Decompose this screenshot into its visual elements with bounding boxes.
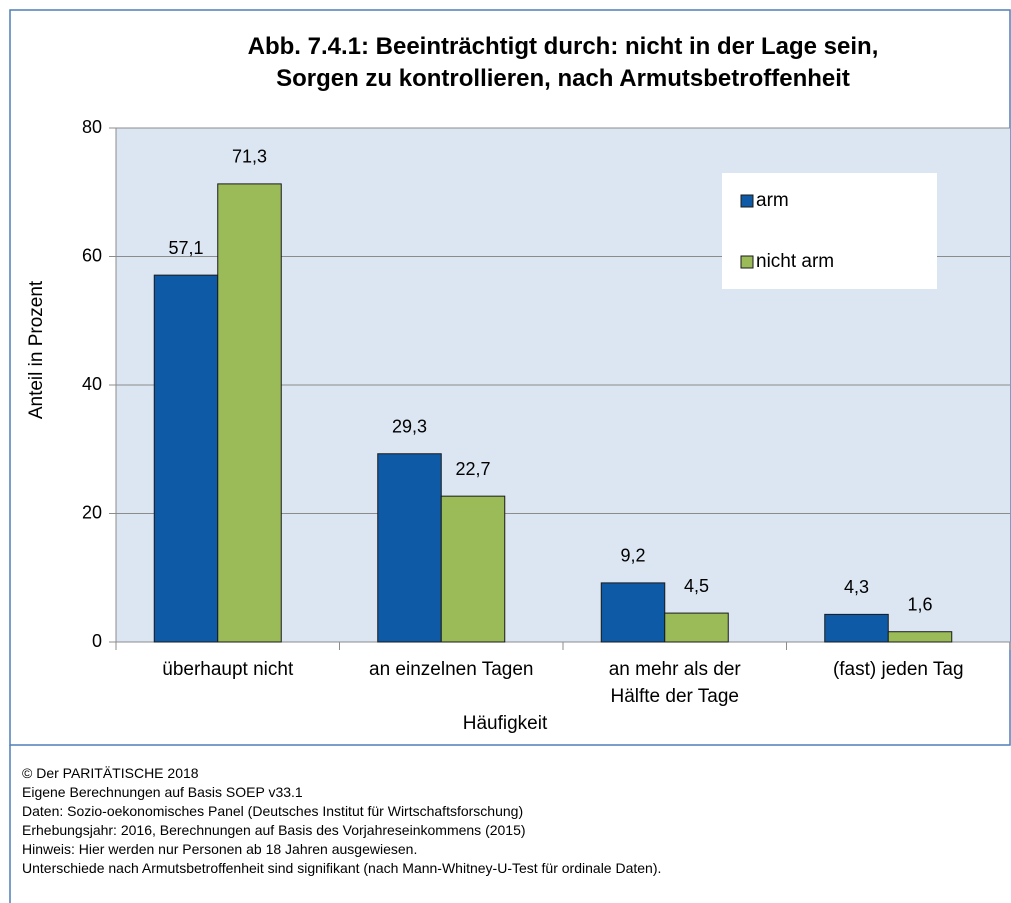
legend-swatch xyxy=(740,255,754,269)
data-label: 4,3 xyxy=(844,577,869,597)
y-tick-label: 0 xyxy=(92,631,102,651)
x-tick-label: an mehr als der Hälfte der Tage xyxy=(609,659,742,707)
data-label: 22,7 xyxy=(455,459,490,479)
y-tick-label: 80 xyxy=(82,117,102,137)
note: Hinweis: Hier werden nur Personen ab 18 … xyxy=(22,841,417,857)
data-label: 71,3 xyxy=(232,147,267,167)
bar xyxy=(887,631,953,643)
y-axis-label: Anteil in Prozent xyxy=(26,280,47,419)
x-tick-label: (fast) jeden Tag xyxy=(833,659,964,680)
data-label: 1,6 xyxy=(907,594,932,614)
note: Unterschiede nach Armutsbetroffenheit si… xyxy=(22,860,661,876)
x-axis-label: Häufigkeit xyxy=(463,713,548,734)
bar xyxy=(824,613,889,643)
y-tick-label: 40 xyxy=(82,374,102,394)
legend-label: nicht arm xyxy=(756,251,834,272)
bar xyxy=(600,582,666,643)
data-label: 4,5 xyxy=(684,576,709,596)
bar xyxy=(217,183,282,643)
legend xyxy=(722,173,937,289)
note: Eigene Berechnungen auf Basis SOEP v33.1 xyxy=(22,784,303,800)
bar xyxy=(377,453,442,643)
y-tick-label: 60 xyxy=(82,245,102,265)
legend-label: arm xyxy=(756,190,789,211)
note: Erhebungsjahr: 2016, Berechnungen auf Ba… xyxy=(22,822,526,838)
note: © Der PARITÄTISCHE 2018 xyxy=(22,765,199,781)
note: Daten: Sozio-oekonomisches Panel (Deutsc… xyxy=(22,803,523,819)
bar xyxy=(153,274,219,643)
data-label: 29,3 xyxy=(392,416,427,436)
bar xyxy=(664,612,729,643)
data-label: 9,2 xyxy=(620,546,645,566)
data-label: 57,1 xyxy=(168,238,203,258)
x-tick-label: überhaupt nicht xyxy=(162,659,294,680)
chart-title: Abb. 7.4.1: Beeinträchtigt durch: nicht … xyxy=(248,33,879,92)
y-tick-label: 20 xyxy=(82,502,102,522)
x-tick-label: an einzelnen Tagen xyxy=(369,659,533,680)
legend-swatch xyxy=(740,194,754,208)
bar xyxy=(440,495,506,643)
